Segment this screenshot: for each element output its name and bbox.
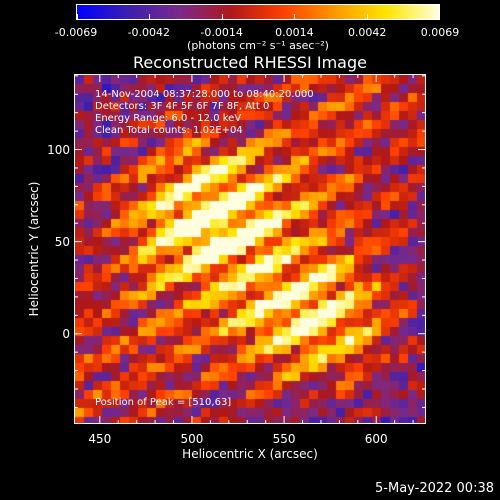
colorbar-tick-label: 0.0069	[420, 26, 460, 39]
colorbar-gradient	[77, 5, 439, 19]
colorbar-tick	[221, 14, 223, 19]
y-axis-label: Heliocentric Y (arcsec)	[27, 181, 41, 317]
colorbar-tick-label: 0.0042	[347, 26, 387, 39]
rhessi-image	[75, 75, 425, 423]
colorbar	[76, 4, 440, 20]
x-tick-label: 600	[364, 432, 388, 446]
colorbar-tick-label: -0.0014	[200, 26, 243, 39]
info-time-range: 14-Nov-2004 08:37:28.000 to 08:40:20.000	[95, 89, 314, 100]
y-tick-label: 0	[62, 326, 70, 341]
colorbar-tick	[149, 14, 151, 19]
colorbar-tick-label: -0.0069	[54, 26, 98, 39]
info-clean-counts: Clean Total counts: 1.02E+04	[95, 125, 243, 136]
x-tick-label: 550	[272, 432, 296, 446]
plot-area: 14-Nov-2004 08:37:28.000 to 08:40:20.000…	[74, 74, 426, 424]
colorbar-tick	[77, 14, 78, 19]
colorbar-tick	[439, 14, 440, 19]
info-detectors: Detectors: 3F 4F 5F 6F 7F 8F, Att 0	[95, 101, 270, 112]
colorbar-tick-label: -0.0042	[127, 26, 171, 39]
colorbar-tick	[294, 14, 296, 19]
x-axis-label: Heliocentric X (arcsec)	[182, 447, 318, 461]
y-tick-label: 100	[47, 142, 70, 157]
plot-title: Reconstructed RHESSI Image	[133, 53, 367, 72]
date-stamp: 5-May-2022 00:38	[375, 481, 494, 496]
peak-position-label: Position of Peak = [510,63]	[95, 397, 232, 408]
info-energy-range: Energy Range: 6.0 - 12.0 keV	[95, 113, 242, 124]
y-tick-label: 50	[54, 234, 70, 249]
x-tick-label: 450	[88, 432, 112, 446]
colorbar-tick	[366, 14, 368, 19]
x-tick-label: 500	[180, 432, 204, 446]
colorbar-units: (photons cm⁻² s⁻¹ asec⁻²)	[187, 39, 329, 52]
colorbar-tick-label: 0.0014	[275, 26, 314, 39]
